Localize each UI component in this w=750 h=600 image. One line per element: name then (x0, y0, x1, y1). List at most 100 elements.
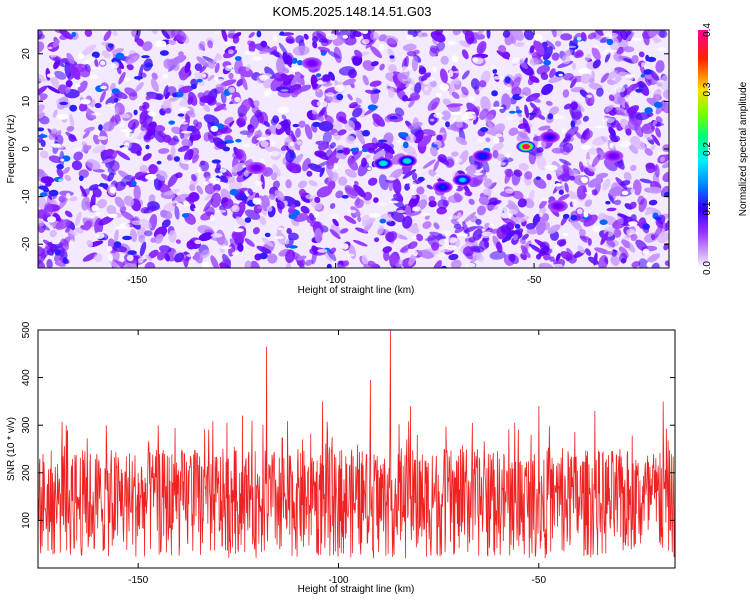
heatmap-noise-blob (240, 74, 248, 91)
heatmap-noise-blob (635, 112, 650, 121)
heatmap-noise-blob (514, 41, 525, 47)
heatmap-noise-blob (244, 238, 255, 247)
heatmap-noise-blob (512, 234, 519, 241)
heatmap-noise-blob (38, 219, 43, 224)
heatmap-noise-blob (115, 52, 125, 60)
heatmap-noise-blob (284, 57, 292, 68)
heatmap-noise-blob (591, 47, 601, 61)
heatmap-noise-blob (98, 215, 114, 226)
heatmap-noise-blob (54, 261, 66, 267)
heatmap-gap (203, 181, 209, 185)
heatmap-noise-blob (382, 35, 399, 45)
heatmap-gap (451, 55, 459, 63)
heatmap-noise-blob (497, 153, 505, 162)
heatmap-noise-blob (606, 79, 616, 86)
heatmap-gap (368, 213, 380, 218)
heatmap-gap (57, 114, 68, 120)
heatmap-gap (305, 194, 313, 200)
heatmap-noise-blob (80, 145, 92, 152)
heatmap-noise-blob (77, 80, 88, 93)
heatmap-gap (490, 64, 497, 70)
heatmap-noise-blob (65, 227, 71, 233)
heatmap-noise-blob (655, 60, 665, 73)
heatmap-gap (406, 34, 414, 40)
heatmap-noise-blob (198, 40, 206, 51)
heatmap-noise-blob (140, 207, 150, 214)
heatmap-gap (252, 56, 263, 61)
heatmap-noise-blob (198, 232, 214, 242)
heatmap-noise-blob (347, 93, 353, 101)
heatmap-noise-blob (288, 245, 298, 249)
heatmap-noise-blob (39, 192, 48, 197)
heatmap-noise-blob (631, 55, 639, 64)
heatmap-noise-blob (172, 135, 179, 142)
heatmap-gap (75, 83, 81, 88)
heatmap-hotspot (246, 162, 267, 174)
heatmap-noise-blob (343, 215, 357, 224)
snr-y-tick-label: 100 (21, 512, 32, 529)
snr-y-tick-label: 200 (21, 464, 32, 481)
heatmap-noise-blob (99, 90, 106, 103)
heatmap-noise-blob (361, 148, 369, 153)
heatmap-noise-blob (329, 202, 336, 210)
heatmap-gap (435, 92, 442, 98)
heatmap-noise-blob (654, 164, 660, 178)
heatmap-noise-blob (200, 249, 210, 259)
heatmap-noise-blob (534, 152, 544, 160)
heatmap-noise-blob (270, 172, 278, 181)
heatmap-y-axis-label: Frequency (Hz) (6, 115, 17, 184)
heatmap-noise-blob (391, 198, 405, 209)
heatmap-noise-blob (260, 174, 265, 190)
heatmap-noise-blob (522, 117, 531, 134)
heatmap-noise-blob (600, 72, 610, 83)
heatmap-hotspot (301, 57, 322, 70)
heatmap-noise-blob (199, 99, 206, 107)
heatmap-noise-blob (475, 218, 482, 225)
colorbar-gradient (698, 30, 708, 268)
heatmap-noise-blob (638, 51, 645, 58)
heatmap-hotspot (547, 200, 568, 213)
heatmap-noise-blob (432, 144, 438, 148)
heatmap-noise-blob (46, 249, 54, 256)
heatmap-noise-blob (344, 168, 357, 178)
heatmap-noise-blob (247, 188, 254, 196)
heatmap-noise-blob (508, 127, 519, 136)
heatmap-noise-blob (526, 228, 538, 235)
heatmap-noise-blob (463, 246, 474, 257)
heatmap-noise-blob (148, 164, 158, 175)
heatmap-gap (445, 245, 457, 251)
heatmap-noise-blob (592, 59, 601, 69)
heatmap-noise-blob (578, 161, 584, 173)
heatmap-noise-blob (480, 127, 489, 133)
heatmap-gap (480, 235, 491, 239)
heatmap-gap (502, 206, 510, 213)
heatmap-gap (472, 57, 479, 63)
heatmap-noise-blob (102, 121, 115, 132)
heatmap-hotspot (472, 150, 493, 163)
heatmap-gap (448, 69, 454, 78)
heatmap-noise-blob (501, 217, 517, 226)
heatmap-gap (396, 139, 402, 143)
heatmap-noise-blob (659, 156, 666, 162)
heatmap-noise-blob (281, 114, 287, 121)
heatmap-gap (554, 183, 562, 187)
heatmap-gap (378, 43, 385, 52)
heatmap-noise-blob (163, 202, 176, 213)
heatmap-noise-blob (177, 145, 190, 152)
heatmap-noise-blob (662, 89, 669, 100)
heatmap-gap (201, 73, 207, 78)
heatmap-noise-blob (389, 55, 395, 59)
heatmap-noise-blob (283, 119, 291, 136)
heatmap-noise-blob (324, 149, 333, 160)
heatmap-gap (434, 132, 445, 135)
heatmap-noise-blob (292, 123, 300, 128)
heatmap-gap (180, 159, 192, 164)
heatmap-gap (412, 206, 421, 212)
heatmap-noise-blob (192, 128, 201, 141)
heatmap-noise-blob (643, 133, 653, 141)
heatmap-noise-blob (81, 44, 97, 56)
heatmap-noise-blob (493, 100, 500, 109)
heatmap-noise-blob (264, 232, 271, 238)
heatmap-noise-blob (504, 168, 512, 184)
heatmap-noise-blob (486, 30, 491, 39)
